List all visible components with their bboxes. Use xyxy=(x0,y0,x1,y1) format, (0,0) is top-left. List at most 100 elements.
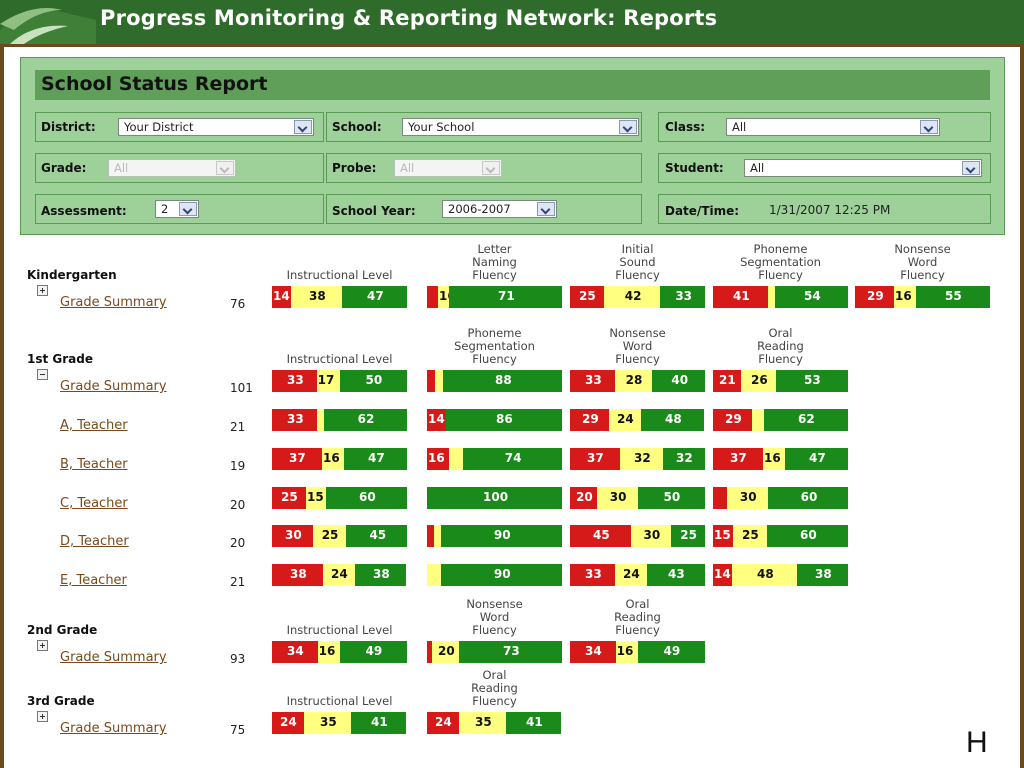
class-select[interactable]: All xyxy=(726,118,940,136)
segment-value: 88 xyxy=(495,373,512,387)
segment-value: 25 xyxy=(742,528,759,542)
grade-summary-link[interactable]: Grade Summary xyxy=(60,650,167,665)
column-header: Instructional Level xyxy=(286,623,393,637)
some-risk-segment: 25 xyxy=(733,525,767,547)
status-bar[interactable]: 37 16 47 xyxy=(713,448,848,470)
chevron-down-icon[interactable] xyxy=(920,120,938,134)
teacher-link[interactable]: A, Teacher xyxy=(60,418,128,433)
teacher-link[interactable]: C, Teacher xyxy=(60,496,128,511)
status-bar[interactable]: 30 25 45 xyxy=(272,525,407,547)
chevron-down-icon[interactable] xyxy=(482,161,500,175)
status-bar[interactable]: 25 42 33 xyxy=(570,286,705,308)
status-bar[interactable]: 37 32 32 xyxy=(570,448,705,470)
segment-value: 30 xyxy=(643,528,661,542)
status-bar[interactable]: 25 15 60 xyxy=(272,487,407,509)
status-bar[interactable]: 29 16 55 xyxy=(855,286,990,308)
student-select[interactable]: All xyxy=(744,159,982,177)
expand-icon[interactable] xyxy=(37,285,48,296)
segment-value: 30 xyxy=(285,528,302,542)
expand-icon[interactable] xyxy=(37,640,48,651)
segment-value: 29 xyxy=(582,412,599,426)
student-count: 20 xyxy=(230,536,246,550)
column-header: Oral Reading Fluency xyxy=(471,668,518,708)
teacher-link[interactable]: D, Teacher xyxy=(60,534,129,549)
status-bar[interactable]: 33 24 43 xyxy=(570,564,705,586)
chevron-down-icon[interactable] xyxy=(962,161,980,175)
status-bar[interactable]: 16 71 xyxy=(427,286,562,308)
at-risk-segment: 29 xyxy=(570,409,609,431)
chevron-down-icon[interactable] xyxy=(619,120,637,134)
status-bar[interactable]: 21 26 53 xyxy=(713,370,848,392)
segment-value: 55 xyxy=(945,289,962,303)
low-risk-segment: 38 xyxy=(355,564,406,586)
some-risk-segment: 30 xyxy=(596,487,638,509)
segment-value: 62 xyxy=(357,412,375,426)
status-bar[interactable]: 16 74 xyxy=(427,448,562,470)
school-year-select[interactable]: 2006-2007 xyxy=(442,200,557,218)
low-risk-segment: 62 xyxy=(764,409,848,431)
status-bar[interactable]: 33 17 50 xyxy=(272,370,407,392)
segment-value: 41 xyxy=(526,715,543,729)
status-bar[interactable]: 34 16 49 xyxy=(272,641,407,663)
segment-value: 21 xyxy=(719,373,736,387)
district-select[interactable]: Your District xyxy=(118,118,314,136)
status-bar[interactable]: 33 28 40 xyxy=(570,370,705,392)
low-risk-segment: 90 xyxy=(440,564,562,586)
status-bar[interactable]: 29 24 48 xyxy=(570,409,705,431)
status-bar[interactable]: 33 62 xyxy=(272,409,407,431)
collapse-icon[interactable] xyxy=(37,369,48,380)
status-bar[interactable]: 15 25 60 xyxy=(713,525,848,547)
status-bar[interactable]: 30 60 xyxy=(713,487,848,509)
chevron-down-icon[interactable] xyxy=(294,120,312,134)
grade-select[interactable]: All xyxy=(108,159,236,177)
some-risk-segment xyxy=(768,286,775,308)
school-select[interactable]: Your School xyxy=(402,118,639,136)
some-risk-segment: 16 xyxy=(763,448,785,470)
segment-value: 24 xyxy=(280,715,297,729)
probe-filter: Probe: All xyxy=(326,153,642,183)
status-bar[interactable]: 24 35 41 xyxy=(427,712,562,734)
some-risk-segment: 35 xyxy=(459,712,506,734)
low-risk-segment: 60 xyxy=(767,487,848,509)
chevron-down-icon[interactable] xyxy=(179,202,197,216)
status-bar[interactable]: 20 73 xyxy=(427,641,562,663)
status-bar[interactable]: 90 xyxy=(427,564,562,586)
segment-value: 32 xyxy=(676,451,693,465)
grade-summary-link[interactable]: Grade Summary xyxy=(60,721,167,736)
status-bar[interactable]: 20 30 50 xyxy=(570,487,705,509)
status-bar[interactable]: 41 54 xyxy=(713,286,848,308)
grade-summary-link[interactable]: Grade Summary xyxy=(60,295,167,310)
probe-select[interactable]: All xyxy=(394,159,502,177)
at-risk-segment: 33 xyxy=(570,370,615,392)
teacher-link[interactable]: B, Teacher xyxy=(60,457,128,472)
status-bar[interactable]: 100 xyxy=(427,487,562,509)
at-risk-segment: 25 xyxy=(272,487,306,509)
student-label: Student: xyxy=(665,161,724,175)
status-bar[interactable]: 24 35 41 xyxy=(272,712,407,734)
grade-summary-link[interactable]: Grade Summary xyxy=(60,379,167,394)
chevron-down-icon[interactable] xyxy=(216,161,234,175)
some-risk-segment: 16 xyxy=(438,286,456,308)
status-bar[interactable]: 14 38 47 xyxy=(272,286,407,308)
segment-value: 47 xyxy=(367,289,384,303)
status-bar[interactable]: 90 xyxy=(427,525,563,547)
status-bar[interactable]: 29 62 xyxy=(713,409,848,431)
low-risk-segment: 62 xyxy=(323,409,407,431)
status-bar[interactable]: 34 16 49 xyxy=(570,641,705,663)
teacher-link[interactable]: E, Teacher xyxy=(60,573,127,588)
expand-icon[interactable] xyxy=(37,711,48,722)
status-bar[interactable]: 37 16 47 xyxy=(272,448,407,470)
low-risk-segment: 49 xyxy=(339,641,407,663)
status-bar[interactable]: 38 24 38 xyxy=(272,564,407,586)
at-risk-segment: 16 xyxy=(427,448,449,470)
assessment-select[interactable]: 2 xyxy=(155,200,199,218)
status-bar[interactable]: 14 48 38 xyxy=(713,564,848,586)
low-risk-segment: 53 xyxy=(776,370,848,392)
at-risk-segment xyxy=(427,370,435,392)
status-bar[interactable]: 45 30 25 xyxy=(570,525,705,547)
low-risk-segment: 48 xyxy=(641,409,704,431)
status-bar[interactable]: 88 xyxy=(427,370,562,392)
segment-value: 60 xyxy=(800,490,818,504)
chevron-down-icon[interactable] xyxy=(537,202,555,216)
status-bar[interactable]: 14 86 xyxy=(427,409,562,431)
